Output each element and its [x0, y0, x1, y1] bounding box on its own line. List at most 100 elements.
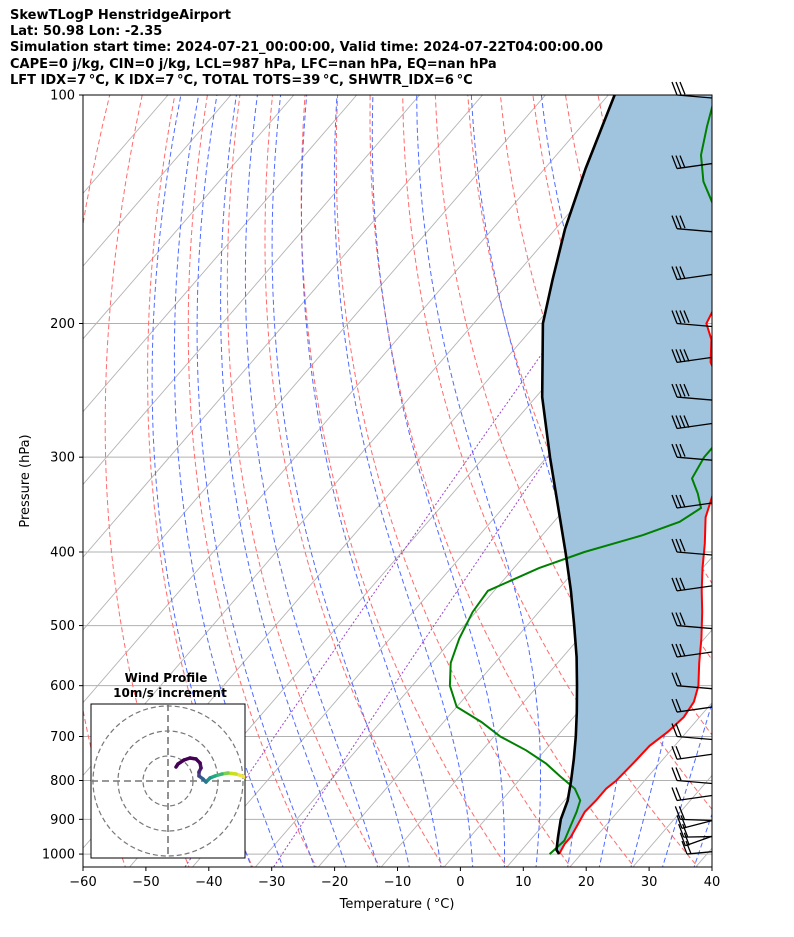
x-tick-label: −10 [384, 875, 411, 890]
barb-feather [675, 266, 682, 280]
hodograph-subtitle: 10m/s increment [113, 686, 227, 700]
barb-feather [679, 538, 686, 552]
x-tick-label: −50 [132, 875, 159, 890]
wind-barb [671, 215, 713, 233]
station-coordinates: Lat: 50.98 Lon: -2.35 [10, 24, 163, 40]
barb-feather [675, 643, 682, 657]
chart-header: SkewTLogP HenstridgeAirport Lat: 50.98 L… [10, 8, 603, 89]
y-tick-label: 600 [50, 679, 75, 694]
y-tick-label: 700 [50, 730, 75, 745]
barb-staff [683, 835, 713, 838]
isotherm-line [83, 95, 609, 704]
barb-staff [676, 753, 713, 760]
wind-barb [674, 806, 713, 822]
stability-indices: CAPE=0 j/kg, CIN=0 j/kg, LCL=987 hPa, LF… [10, 56, 497, 72]
wind-barb [671, 266, 713, 281]
y-tick-label: 200 [50, 317, 75, 332]
x-tick-label: −30 [258, 875, 285, 890]
barb-feather [671, 494, 678, 509]
x-tick-label: −20 [321, 875, 348, 890]
thermo-indices: LFT IDX=7 °C, K IDX=7 °C, TOTAL TOTS=39 … [10, 72, 473, 88]
barb-feather [671, 577, 678, 592]
barb-feather [679, 832, 686, 846]
isotherm-line [83, 95, 358, 413]
wind-barb [671, 787, 713, 802]
hodograph-segment [174, 762, 180, 769]
dry-adiabat [300, 95, 508, 867]
barb-staff [676, 794, 713, 802]
barb-staff [676, 422, 713, 430]
moist-adiabat [196, 95, 316, 867]
barb-feather [671, 723, 678, 737]
barb-feather [675, 745, 682, 760]
barb-feather [683, 310, 690, 323]
barb-feather [680, 815, 687, 829]
barb-feather [671, 612, 678, 626]
x-tick-label: −40 [195, 875, 222, 890]
barb-feather [683, 349, 690, 362]
barb-feather [671, 81, 678, 96]
barb-feather [679, 643, 686, 657]
barb-staff [676, 273, 713, 281]
dewpoint-profile [448, 103, 712, 855]
barb-feather [683, 383, 690, 397]
wind-barb [671, 577, 713, 592]
barb-staff [676, 162, 713, 170]
barb-staff [685, 835, 713, 847]
y-tick-label: 900 [50, 813, 75, 828]
wind-barb [671, 494, 713, 509]
dry-adiabat [335, 95, 572, 867]
wind-barb [671, 310, 713, 328]
barb-staff [676, 735, 713, 741]
dry-adiabat [728, 95, 794, 870]
barb-feather [679, 494, 686, 508]
isotherm-line [756, 95, 794, 870]
simulation-times: Simulation start time: 2024-07-21_00:00:… [10, 40, 603, 56]
dry-adiabat [369, 95, 635, 867]
barb-staff [680, 818, 713, 822]
wind-barb [671, 443, 713, 461]
y-tick-label: 100 [50, 89, 75, 104]
wind-barb [671, 612, 713, 630]
barb-feather [678, 823, 685, 838]
barb-feather [675, 310, 682, 324]
barb-feather [671, 538, 678, 553]
barb-feather [671, 383, 678, 398]
moist-adiabat [333, 95, 474, 867]
barb-feather [675, 538, 682, 552]
barb-feather [671, 310, 678, 324]
isotherm-line [443, 556, 712, 867]
barb-staff [676, 551, 713, 556]
barb-feather [682, 823, 689, 838]
barb-feather [681, 840, 688, 855]
barb-feather [674, 806, 681, 820]
wind-barb [671, 745, 713, 760]
parcel-profile [540, 95, 616, 855]
wind-barb [671, 723, 713, 741]
profile-lines [448, 95, 712, 855]
barb-feather [679, 612, 686, 626]
hodograph-content [91, 704, 245, 858]
temperature-profile [558, 310, 712, 855]
dry-adiabat [402, 95, 699, 867]
barb-staff [676, 685, 713, 690]
hodograph-title: Wind Profile [125, 671, 208, 685]
dry-adiabat [187, 95, 317, 867]
barb-feather [675, 577, 682, 591]
wind-barbs [671, 81, 713, 855]
isotherm-line [83, 95, 546, 631]
station-title: SkewTLogP HenstridgeAirport [10, 8, 231, 23]
barb-feather [671, 787, 678, 801]
barb-feather [683, 415, 690, 428]
barb-feather [675, 494, 682, 508]
x-tick-label: 40 [704, 875, 721, 890]
barb-feather [679, 310, 686, 324]
x-tick-label: 20 [578, 875, 595, 890]
barb-staff [676, 228, 713, 233]
barb-staff [681, 820, 713, 829]
moist-adiabat [661, 701, 712, 867]
barb-feather [679, 577, 686, 591]
cape-region [542, 95, 712, 855]
barb-feather [671, 215, 678, 229]
